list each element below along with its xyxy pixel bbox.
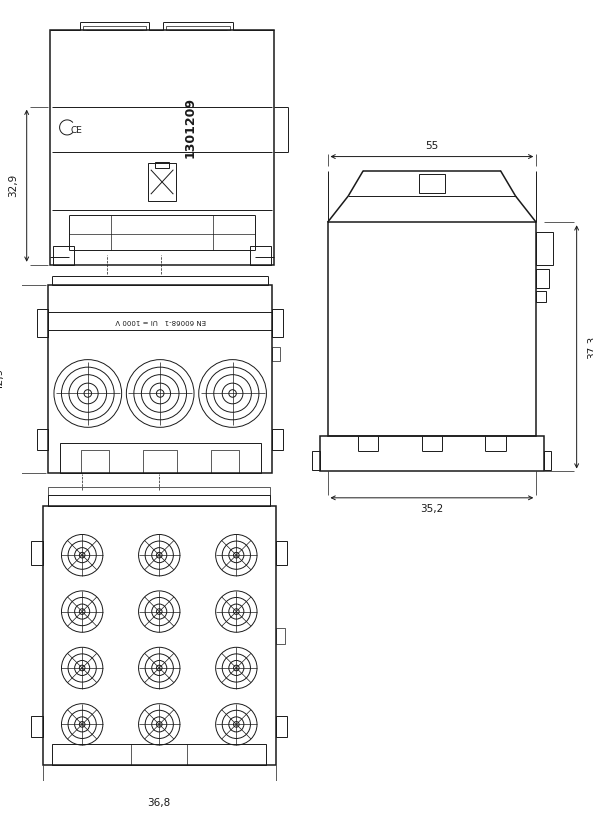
Bar: [83, 26, 146, 29]
Bar: [536, 232, 553, 265]
Text: 36,8: 36,8: [148, 798, 171, 808]
Bar: [276, 716, 287, 737]
Bar: [544, 451, 551, 470]
Bar: [37, 309, 48, 337]
Bar: [276, 628, 285, 644]
Bar: [320, 435, 544, 471]
Bar: [43, 507, 276, 765]
Bar: [536, 291, 546, 302]
Bar: [60, 444, 261, 473]
Bar: [31, 541, 43, 565]
Bar: [48, 285, 272, 473]
Text: EN 60068-1   Ui = 1000 V: EN 60068-1 Ui = 1000 V: [115, 318, 206, 324]
Bar: [48, 488, 270, 507]
Bar: [52, 744, 266, 765]
Bar: [250, 246, 271, 265]
Bar: [536, 270, 549, 288]
Bar: [419, 174, 445, 194]
Bar: [53, 246, 74, 265]
Bar: [272, 347, 279, 360]
Bar: [327, 222, 536, 435]
Text: 32,9: 32,9: [8, 174, 18, 198]
Bar: [272, 309, 283, 337]
Bar: [276, 541, 287, 565]
Bar: [148, 163, 176, 201]
Bar: [211, 450, 239, 473]
Bar: [166, 26, 229, 29]
Bar: [313, 451, 320, 470]
Text: 42,9: 42,9: [0, 368, 4, 391]
Bar: [48, 495, 270, 507]
Text: CE: CE: [71, 126, 83, 135]
Bar: [31, 716, 43, 737]
Text: 55: 55: [425, 141, 438, 151]
Bar: [155, 163, 168, 167]
Text: 1301209: 1301209: [184, 97, 197, 158]
Bar: [37, 429, 48, 450]
Text: 35,2: 35,2: [420, 504, 444, 514]
Bar: [272, 429, 283, 450]
Text: 37,3: 37,3: [586, 335, 593, 359]
Bar: [50, 29, 274, 265]
Bar: [144, 450, 177, 473]
Bar: [81, 450, 110, 473]
